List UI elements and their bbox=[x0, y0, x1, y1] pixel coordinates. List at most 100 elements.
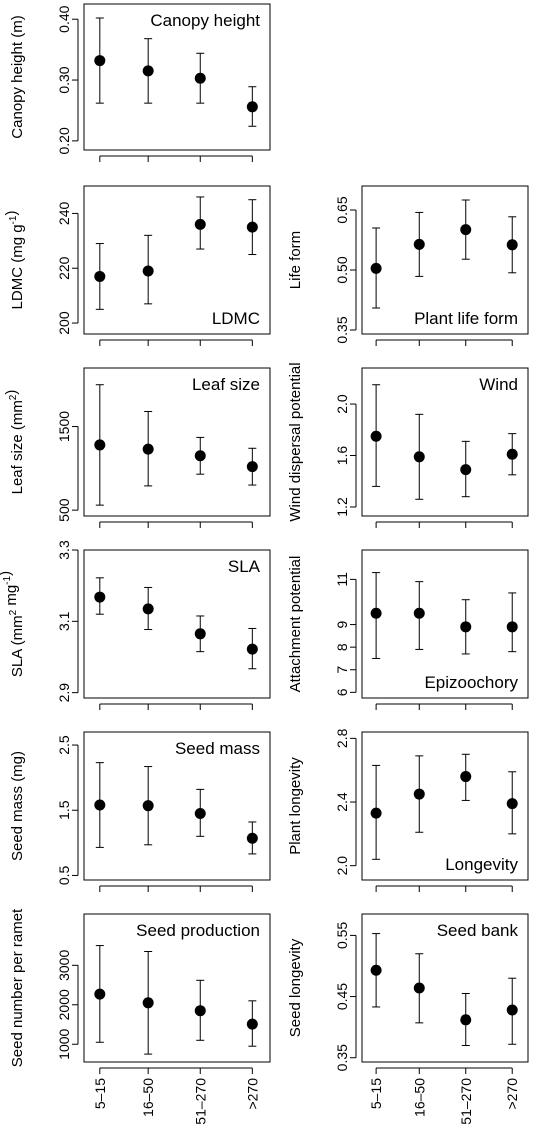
data-point bbox=[94, 55, 106, 67]
data-point bbox=[370, 964, 382, 976]
y-axis-label: LDMC (mg g-1) bbox=[3, 211, 26, 310]
panel-canopy-height: 0.20 0.30 0.40 Canopy height (m) Canopy heig… bbox=[9, 3, 271, 162]
data-point bbox=[413, 238, 425, 250]
y-tick-label: 2.0 bbox=[334, 856, 350, 876]
panel-title: Longevity bbox=[445, 855, 518, 874]
data-point bbox=[506, 798, 518, 810]
panel-plant-life-form: 0.35 0.50 0.65 Life form Plant life form bbox=[287, 185, 529, 346]
y-tick-label: 1500 bbox=[56, 411, 72, 442]
panel-title: Leaf size bbox=[192, 375, 260, 394]
y-axis-label: Life form bbox=[287, 231, 304, 289]
data-point bbox=[94, 591, 106, 603]
y-tick-label: 11 bbox=[334, 572, 350, 587]
panel-title: Seed mass bbox=[175, 739, 260, 758]
panel-wind: 1.2 1.6 2.0 Wind dispersal potential Wind bbox=[287, 362, 529, 528]
y-tick-label: 0.35 bbox=[334, 1044, 350, 1071]
data-point bbox=[142, 800, 154, 812]
y-tick-label: 1.2 bbox=[334, 497, 350, 517]
y-tick-label: 1.6 bbox=[334, 446, 350, 466]
data-point bbox=[94, 799, 106, 811]
data-point bbox=[194, 72, 206, 84]
y-axis-label: Seed number per ramet bbox=[9, 908, 26, 1067]
x-tick-label: 16–50 bbox=[140, 1078, 156, 1117]
x-tick-label: 16–50 bbox=[411, 1078, 427, 1117]
data-point bbox=[246, 832, 258, 844]
y-tick-label: 3.1 bbox=[56, 611, 72, 631]
y-tick-label: 2.0 bbox=[334, 394, 350, 414]
panel-title: Seed bank bbox=[437, 921, 519, 940]
y-axis-label: Wind dispersal potential bbox=[287, 362, 304, 521]
y-tick-label: 200 bbox=[56, 311, 72, 335]
data-point bbox=[246, 1018, 258, 1030]
data-point bbox=[142, 443, 154, 455]
y-tick-label: 0.35 bbox=[334, 316, 350, 343]
panel-title: LDMC bbox=[212, 309, 260, 328]
y-tick-label: 0.50 bbox=[334, 256, 350, 283]
y-axis-label: Attachment potential bbox=[287, 556, 304, 693]
data-point bbox=[194, 807, 206, 819]
plot-frame bbox=[361, 549, 529, 699]
panel-seed-production: 1000 2000 3000 5–15 16–50 51–270 >270 Seed numb… bbox=[9, 908, 271, 1125]
data-point bbox=[413, 451, 425, 463]
data-point bbox=[194, 450, 206, 462]
y-axis-label: Leaf size (mm2) bbox=[3, 390, 26, 495]
plot-frame bbox=[83, 185, 271, 335]
panel-seed-mass: 0.5 1.5 2.5 Seed mass (mg) Seed mass bbox=[9, 731, 271, 892]
data-point bbox=[506, 239, 518, 251]
x-tick-label: 51–270 bbox=[192, 1078, 208, 1125]
y-tick-label: 0.5 bbox=[56, 865, 72, 885]
y-tick-label: 0.55 bbox=[334, 922, 350, 949]
y-tick-label: 9 bbox=[334, 620, 350, 628]
data-point bbox=[460, 1014, 472, 1026]
y-tick-label: 0.30 bbox=[56, 66, 72, 93]
y-tick-label: 2.8 bbox=[334, 728, 350, 748]
data-point bbox=[506, 1004, 518, 1016]
data-point bbox=[94, 439, 106, 451]
panel-sla: 2.9 3.1 3.3 SLA (mm2 mg-1) SLA bbox=[0, 540, 271, 710]
panel-title: Plant life form bbox=[414, 309, 518, 328]
y-tick-label: 0.65 bbox=[334, 196, 350, 223]
data-point bbox=[460, 464, 472, 476]
panel-ldmc: 200 220 240 LDMC (mg g-1) LDMC bbox=[3, 185, 271, 346]
panel-title: Canopy height bbox=[150, 11, 260, 30]
y-axis-label: SLA (mm2 mg-1) bbox=[0, 571, 26, 677]
plot-frame bbox=[83, 731, 271, 881]
data-point bbox=[246, 461, 258, 473]
data-point bbox=[370, 807, 382, 819]
y-tick-label: 7 bbox=[334, 666, 350, 674]
data-point bbox=[370, 607, 382, 619]
data-point bbox=[246, 221, 258, 233]
data-point bbox=[506, 448, 518, 460]
y-tick-label: 0.40 bbox=[56, 5, 72, 32]
y-tick-label: 2000 bbox=[56, 989, 72, 1020]
x-tick-label: >270 bbox=[504, 1078, 520, 1110]
panel-title: Seed production bbox=[136, 921, 260, 940]
panel-leaf-size: 500 1500 Leaf size (mm2) Leaf size bbox=[3, 367, 271, 528]
data-point bbox=[246, 101, 258, 113]
y-tick-label: 3.3 bbox=[56, 540, 72, 560]
data-point bbox=[413, 788, 425, 800]
y-tick-label: 6 bbox=[334, 688, 350, 696]
y-tick-label: 1.5 bbox=[56, 800, 72, 820]
data-point bbox=[194, 218, 206, 230]
x-tick-label: 5–15 bbox=[92, 1078, 108, 1109]
data-point bbox=[94, 270, 106, 282]
y-axis-label: Seed longevity bbox=[287, 938, 304, 1037]
y-tick-label: 2.9 bbox=[56, 683, 72, 703]
y-tick-label: 3000 bbox=[56, 950, 72, 981]
data-point bbox=[460, 621, 472, 633]
y-tick-label: 500 bbox=[56, 498, 72, 522]
y-tick-label: 1000 bbox=[56, 1028, 72, 1059]
panel-title: SLA bbox=[228, 557, 261, 576]
data-point bbox=[370, 262, 382, 274]
data-point bbox=[142, 603, 154, 615]
data-point bbox=[506, 621, 518, 633]
y-axis-label: Seed mass (mg) bbox=[9, 751, 26, 861]
y-tick-label: 240 bbox=[56, 202, 72, 226]
y-axis-label: Plant longevity bbox=[287, 757, 304, 855]
y-tick-label: 0.20 bbox=[56, 127, 72, 154]
data-point bbox=[194, 628, 206, 640]
x-tick-label: 51–270 bbox=[458, 1078, 474, 1125]
x-tick-label: 5–15 bbox=[368, 1078, 384, 1109]
